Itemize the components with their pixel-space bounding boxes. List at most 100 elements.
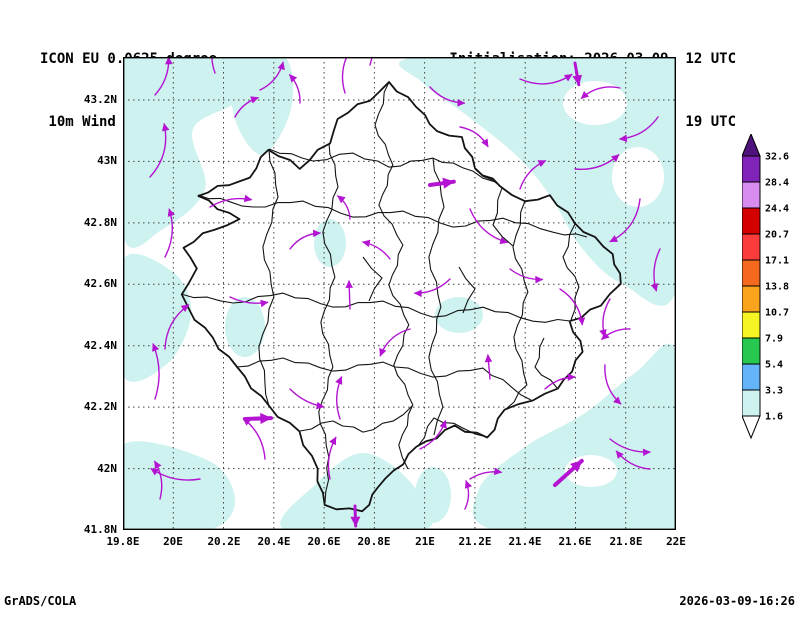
- lon-tick-label: 20.2E: [207, 535, 241, 548]
- colorbar-level-label: 13.8: [765, 282, 789, 293]
- wind-arrowhead: [484, 354, 493, 363]
- municipality-border: [258, 148, 279, 407]
- shading-hole: [612, 147, 664, 207]
- municipality-border: [197, 194, 588, 238]
- colorbar-segment: [741, 259, 761, 287]
- lon-tick-label: 20.8E: [357, 535, 391, 548]
- wind-shading-area: [415, 467, 451, 523]
- lon-tick-label: 21.6E: [558, 535, 592, 548]
- wind-arrowhead: [611, 154, 620, 163]
- wind-arrowhead: [493, 467, 503, 476]
- colorbar-segment: [741, 363, 761, 391]
- colorbar-level-label: 20.7: [765, 230, 789, 241]
- wind-shading-area: [112, 441, 235, 538]
- municipality-border: [474, 168, 514, 247]
- colorbar-segment: [741, 337, 761, 365]
- colorbar-level-label: 7.9: [765, 334, 783, 345]
- wind-arrowhead: [250, 96, 259, 104]
- lon-tick-label: 21.4E: [508, 535, 542, 548]
- wind-arrowhead: [413, 289, 422, 298]
- municipality-border: [268, 148, 526, 202]
- municipality-border: [299, 405, 413, 433]
- lat-tick-label: 41.8N: [83, 523, 117, 536]
- municipality-border: [180, 292, 571, 323]
- colorbar-level-label: 17.1: [765, 256, 789, 267]
- lat-tick-label: 42.4N: [83, 339, 117, 352]
- colorbar-segment: [741, 389, 761, 417]
- colorbar: 32.6 28.4 24.4 20.7 17.1 13.8 10.7 7.9 5.4 3.3 1.6: [741, 132, 800, 446]
- colorbar-level-label: 10.7: [765, 308, 789, 319]
- shading-layer: [110, 38, 698, 545]
- wind-shading-area: [314, 219, 346, 267]
- colorbar-level-label: 3.3: [765, 386, 783, 397]
- wind-arrowhead: [337, 195, 346, 204]
- lon-tick-label: 21E: [415, 535, 435, 548]
- colorbar-level-label: 32.6: [765, 152, 789, 163]
- wind-arrowhead: [563, 74, 573, 82]
- wind-arrowhead: [260, 299, 269, 308]
- colorbar-level-label: 1.6: [765, 412, 783, 423]
- wind-arrowhead: [379, 347, 387, 357]
- wind-arrowhead: [535, 275, 544, 284]
- wind-arrowhead: [167, 208, 175, 217]
- wind-arrowhead: [439, 419, 447, 429]
- wind-arrowhead: [457, 99, 466, 107]
- shading-hole: [563, 81, 627, 125]
- wind-shading-area: [280, 453, 434, 536]
- municipality-border: [428, 157, 445, 436]
- colorbar-above-max: [741, 132, 761, 157]
- lat-tick-label: 43.2N: [83, 93, 117, 106]
- wind-arrowhead: [642, 448, 651, 457]
- wind-arrowhead: [350, 516, 361, 527]
- colorbar-level-label: 28.4: [765, 178, 789, 189]
- colorbar-segment: [741, 181, 761, 209]
- wind-shading-area: [116, 253, 192, 382]
- wind-arrowhead: [180, 304, 190, 313]
- kosovo-wind-map: [110, 28, 698, 545]
- municipality-border: [362, 256, 383, 302]
- wind-arrowhead: [242, 417, 252, 426]
- municipality-border: [374, 81, 414, 470]
- wind-arrowhead: [154, 460, 162, 470]
- colorbar-below-min: [741, 415, 761, 440]
- wind-arrowhead: [613, 396, 622, 405]
- kosovo-outer-border: [180, 81, 622, 513]
- wind-arrowhead: [570, 460, 583, 473]
- wind-arrowhead: [464, 480, 473, 489]
- wind-speed-colorbar: 32.6 28.4 24.4 20.7 17.1 13.8 10.7 7.9 5.4 3.3 1.6: [741, 132, 789, 440]
- wind-arrowhead: [165, 56, 173, 65]
- colorbar-segment: [741, 207, 761, 235]
- lon-tick-label: 20E: [163, 535, 183, 548]
- wind-arrowhead: [161, 123, 170, 132]
- wind-arrowhead: [537, 160, 547, 168]
- creation-timestamp: 2026-03-09-16:26: [679, 594, 795, 608]
- wind-arrowhead: [618, 134, 628, 143]
- lon-tick-label: 21.8E: [609, 535, 643, 548]
- municipality-border: [318, 142, 339, 504]
- wind-arrowhead: [312, 229, 321, 238]
- lon-tick-label: 20.6E: [307, 535, 341, 548]
- wind-arrowhead: [567, 373, 576, 381]
- wind-arrowhead: [609, 235, 619, 243]
- wind-arrowhead: [580, 90, 590, 100]
- wind-arrowhead: [499, 236, 509, 245]
- lat-tick-label: 43N: [97, 154, 117, 167]
- wind-arrowhead: [150, 468, 159, 476]
- wind-arrowhead: [345, 280, 354, 289]
- colorbar-segment: [741, 311, 761, 339]
- lon-tick-label: 20.4E: [257, 535, 291, 548]
- wind-arrowhead: [152, 343, 160, 352]
- wind-arrowhead: [329, 436, 337, 446]
- lon-tick-label: 21.2E: [458, 535, 492, 548]
- wind-arrowhead: [362, 239, 371, 248]
- wind-shading-area: [225, 297, 265, 357]
- lat-tick-label: 42.8N: [83, 216, 117, 229]
- wind-arrowhead: [615, 450, 624, 459]
- wind-arrow: [341, 45, 354, 94]
- borders-layer: [180, 81, 622, 513]
- wind-arrowhead: [316, 401, 325, 410]
- wind-arrowhead: [650, 283, 659, 292]
- municipality-border: [505, 200, 529, 410]
- wind-arrowhead: [577, 317, 586, 326]
